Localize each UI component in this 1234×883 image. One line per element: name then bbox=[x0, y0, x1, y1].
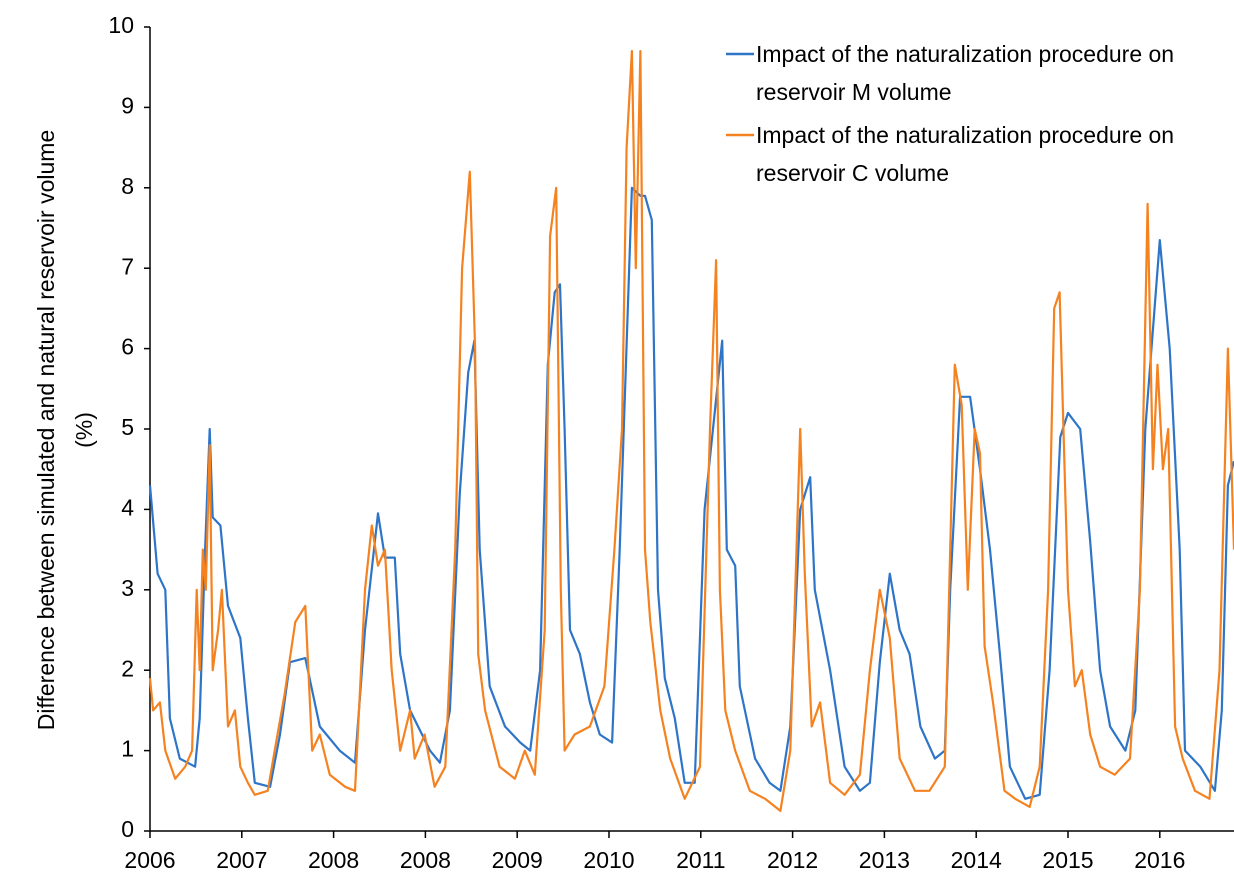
x-tick-label: 2014 bbox=[951, 847, 1002, 873]
y-tick-label: 3 bbox=[121, 575, 134, 601]
legend-label: Impact of the naturalization procedure o… bbox=[756, 41, 1175, 105]
y-tick-label: 9 bbox=[121, 92, 134, 118]
y-tick-label: 0 bbox=[121, 816, 134, 842]
y-axis-label: (%) bbox=[71, 412, 97, 448]
series-line bbox=[148, 186, 1234, 800]
x-tick-label: 2012 bbox=[767, 847, 818, 873]
y-tick-label: 4 bbox=[121, 494, 134, 520]
x-tick-label: 2008 bbox=[400, 847, 451, 873]
x-tick-label: 2008 bbox=[308, 847, 359, 873]
x-tick-label: 2009 bbox=[492, 847, 543, 873]
x-tick-label: 2007 bbox=[216, 847, 267, 873]
x-tick-label: 2006 bbox=[124, 847, 175, 873]
y-tick-label: 8 bbox=[121, 173, 134, 199]
x-tick-label: 2010 bbox=[583, 847, 634, 873]
x-tick-label: 2011 bbox=[676, 847, 725, 873]
y-tick-label: 5 bbox=[121, 414, 134, 440]
y-tick-label: 2 bbox=[121, 655, 134, 681]
y-tick-label: 10 bbox=[108, 12, 134, 38]
y-tick-label: 1 bbox=[121, 736, 134, 762]
x-tick-label: 2013 bbox=[859, 847, 910, 873]
x-tick-label: 2016 bbox=[1134, 847, 1185, 873]
y-axis-label: Difference between simulated and natural… bbox=[33, 130, 59, 730]
y-tick-label: 6 bbox=[121, 334, 134, 360]
series-line bbox=[148, 50, 1234, 812]
legend-label: Impact of the naturalization procedure o… bbox=[756, 122, 1175, 186]
y-tick-label: 7 bbox=[121, 253, 134, 279]
x-tick-label: 2015 bbox=[1042, 847, 1093, 873]
